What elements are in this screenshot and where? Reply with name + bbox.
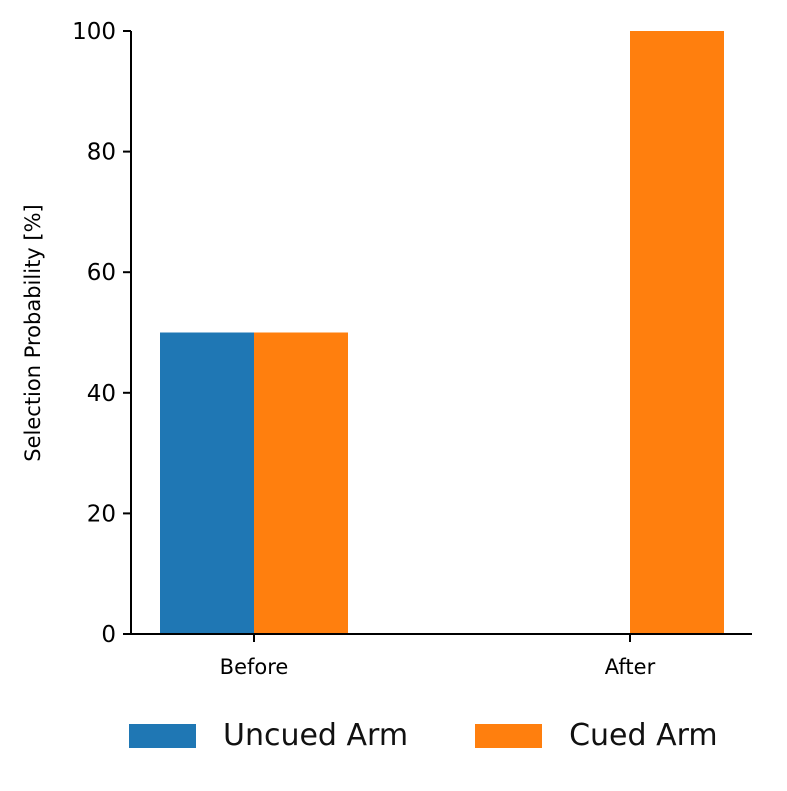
y-tick-label: 60: [87, 260, 116, 286]
legend-label-uncued: Uncued Arm: [223, 718, 409, 753]
y-tick-label: 40: [87, 381, 116, 407]
x-tick-label: After: [605, 655, 656, 679]
y-tick-label: 80: [87, 140, 116, 166]
y-ticks-group: 0 20 40 60 80 100: [72, 19, 131, 648]
bars-group: [160, 31, 724, 634]
bar-chart: 0 20 40 60 80 100 Before After Selection Proba…: [21, 19, 752, 679]
x-ticks-group: Before After: [220, 634, 656, 679]
axes-group: [130, 31, 752, 635]
legend-swatch-cued: [475, 723, 543, 748]
y-tick-label: 100: [72, 19, 116, 45]
bar-uncued-arm-before: [160, 332, 254, 634]
y-tick-label: 20: [87, 501, 116, 527]
legend: Uncued Arm Cued Arm: [129, 718, 785, 753]
legend-swatch-uncued: [129, 723, 196, 748]
legend-item-uncued: Uncued Arm: [129, 718, 408, 753]
bar-cued-arm-before: [254, 332, 348, 634]
y-tick-label: 0: [101, 622, 116, 648]
x-tick-label: Before: [220, 655, 289, 679]
legend-item-cued: Cued Arm: [475, 718, 718, 753]
y-axis-label: Selection Probability [%]: [21, 204, 45, 461]
bar-cued-arm-after: [630, 31, 724, 634]
legend-label-cued: Cued Arm: [569, 718, 718, 753]
